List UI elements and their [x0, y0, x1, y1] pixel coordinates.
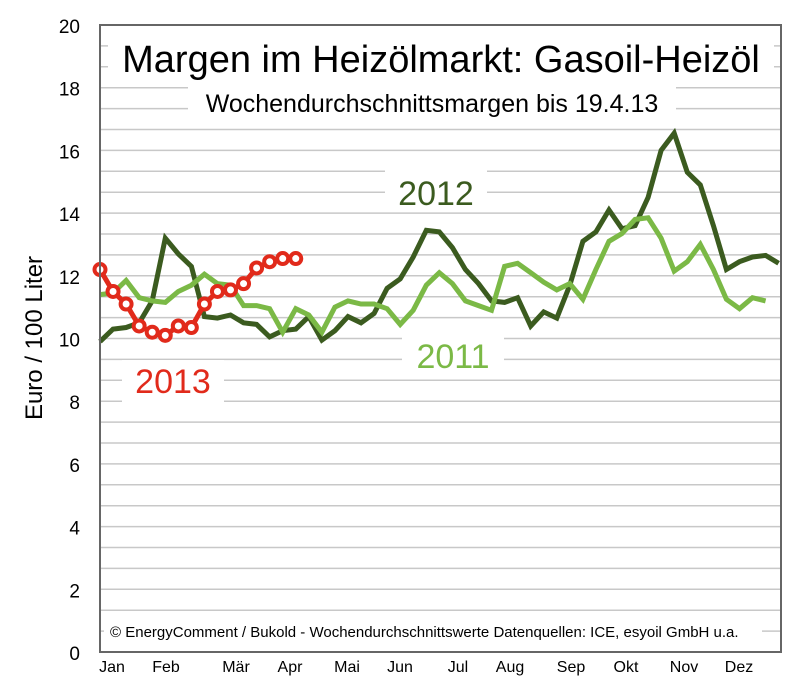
series-label-2012: 2012: [398, 175, 474, 213]
data-point-2013: [118, 296, 134, 312]
y-axis-ticks: 0 2 4 6 8 10 12 14 16 18 20: [59, 17, 81, 665]
x-tick-label: Jun: [387, 659, 413, 676]
series-line-2011: [99, 215, 767, 338]
data-point-2013: [209, 283, 225, 299]
series-line-2012: [98, 127, 780, 344]
x-tick-label: Apr: [278, 659, 304, 676]
x-tick-label: Mär: [222, 659, 250, 676]
y-tick-label: 10: [59, 331, 80, 352]
x-axis-ticks: Jan Feb Mär Apr Mai Jun Jul Aug Sep Okt Nov Dez: [99, 659, 753, 676]
x-tick-label: Sep: [557, 659, 586, 676]
series-label-2011: 2011: [416, 338, 489, 376]
x-tick-label: Jan: [99, 659, 125, 676]
series-label-2013: 2013: [135, 363, 211, 401]
x-tick-label: Aug: [496, 659, 524, 676]
data-point-2013: [262, 254, 278, 270]
x-tick-label: Nov: [670, 659, 698, 676]
y-tick-label: 20: [59, 17, 80, 38]
series-lines: [92, 127, 780, 344]
y-tick-label: 0: [69, 644, 80, 665]
y-tick-label: 2: [69, 581, 80, 602]
y-tick-label: 18: [59, 80, 80, 101]
y-axis-label: Euro / 100 Liter: [21, 256, 48, 420]
data-point-2013: [223, 282, 238, 298]
y-tick-label: 4: [69, 519, 80, 540]
y-tick-label: 12: [59, 268, 80, 289]
data-point-2013: [236, 276, 252, 292]
data-point-2013: [170, 318, 186, 334]
y-tick-label: 6: [69, 456, 80, 477]
chart-subtitle: Wochendurchschnittsmargen bis 19.4.13: [206, 90, 659, 118]
data-point-2013: [275, 251, 291, 267]
data-point-2013: [144, 324, 160, 340]
plot-frame: [99, 24, 782, 653]
y-tick-label: 8: [69, 393, 80, 414]
data-point-2013: [157, 327, 173, 343]
chart-title: Margen im Heizölmarkt: Gasoil-Heizöl: [122, 39, 760, 81]
data-point-2013: [183, 320, 199, 336]
data-point-2013: [249, 260, 265, 276]
data-point-2013: [288, 251, 304, 267]
source-note: © EnergyComment / Bukold - Wochendurchsc…: [110, 624, 739, 641]
x-tick-label: Feb: [152, 659, 180, 676]
x-tick-label: Jul: [448, 659, 468, 676]
x-tick-label: Dez: [725, 659, 753, 676]
data-point-2013: [196, 296, 212, 312]
y-tick-label: 16: [59, 142, 80, 163]
x-tick-label: Okt: [614, 659, 639, 676]
data-point-2013: [105, 283, 121, 299]
y-tick-label: 14: [59, 205, 81, 226]
data-point-2013: [131, 318, 147, 334]
x-tick-label: Mai: [334, 659, 360, 676]
